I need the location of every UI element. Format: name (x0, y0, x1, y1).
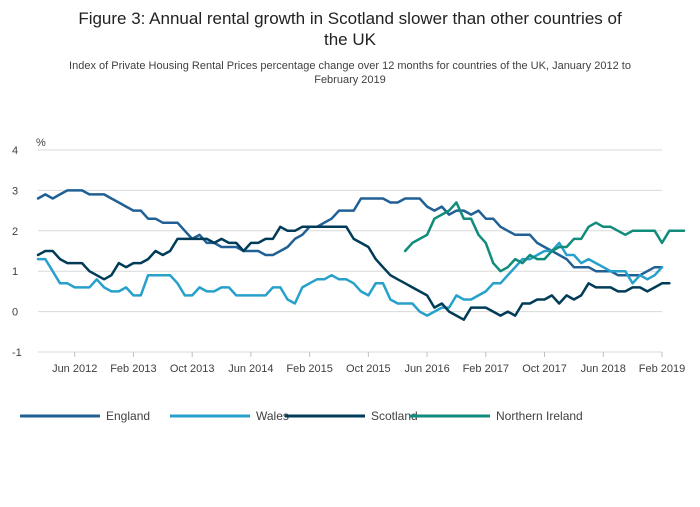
legend-label-scotland[interactable]: Scotland (371, 409, 418, 423)
series-line-northern-ireland[interactable] (403, 201, 686, 273)
series-line-england[interactable] (36, 189, 664, 277)
chart-subtitle-line-2: February 2019 (314, 74, 386, 86)
x-tick-label: Jun 2012 (52, 363, 97, 375)
y-axis-unit-label: % (36, 137, 46, 149)
legend-label-northern-ireland[interactable]: Northern Ireland (496, 409, 583, 423)
series-lines (36, 189, 686, 321)
y-tick-label: 1 (12, 266, 18, 278)
y-tick-label: 4 (12, 145, 18, 157)
y-tick-label: 3 (12, 185, 18, 197)
y-tick-label: -1 (12, 347, 22, 359)
x-tick-label: Oct 2015 (346, 363, 391, 375)
y-axis-ticks: -1 0 1 2 3 4 (12, 145, 22, 359)
series-line-scotland[interactable] (36, 225, 671, 321)
legend-label-wales[interactable]: Wales (256, 409, 289, 423)
gridlines (38, 149, 662, 353)
x-tick-label: Feb 2015 (286, 363, 332, 375)
x-axis-ticks: Jun 2012 Feb 2013 Oct 2013 Jun 2014 Feb 2015… (52, 352, 685, 375)
legend: England Wales Scotland Northern Ireland (20, 409, 583, 423)
chart-title-line-2: the UK (324, 30, 377, 49)
x-tick-label: Feb 2019 (639, 363, 685, 375)
chart-subtitle-line-1: Index of Private Housing Rental Prices p… (69, 60, 631, 72)
x-tick-label: Jun 2014 (228, 363, 273, 375)
y-tick-label: 2 (12, 226, 18, 238)
x-tick-label: Oct 2017 (522, 363, 567, 375)
x-tick-label: Feb 2017 (463, 363, 509, 375)
chart-title-line-1: Figure 3: Annual rental growth in Scotla… (78, 9, 622, 28)
x-tick-label: Feb 2013 (110, 363, 156, 375)
y-tick-label: 0 (12, 307, 18, 319)
x-tick-label: Jun 2018 (581, 363, 626, 375)
x-tick-label: Oct 2013 (170, 363, 215, 375)
legend-label-england[interactable]: England (106, 409, 150, 423)
x-tick-label: Jun 2016 (404, 363, 449, 375)
series-line-wales[interactable] (36, 241, 664, 317)
